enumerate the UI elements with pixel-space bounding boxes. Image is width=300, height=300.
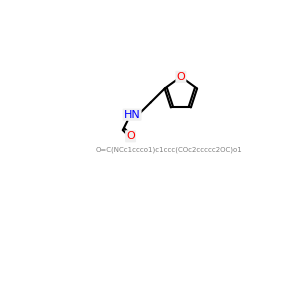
Text: O: O [126,131,135,141]
Text: HN: HN [124,110,140,120]
Text: O: O [176,72,185,82]
Text: O=C(NCc1ccco1)c1ccc(COc2ccccc2OC)o1: O=C(NCc1ccco1)c1ccc(COc2ccccc2OC)o1 [96,146,242,153]
